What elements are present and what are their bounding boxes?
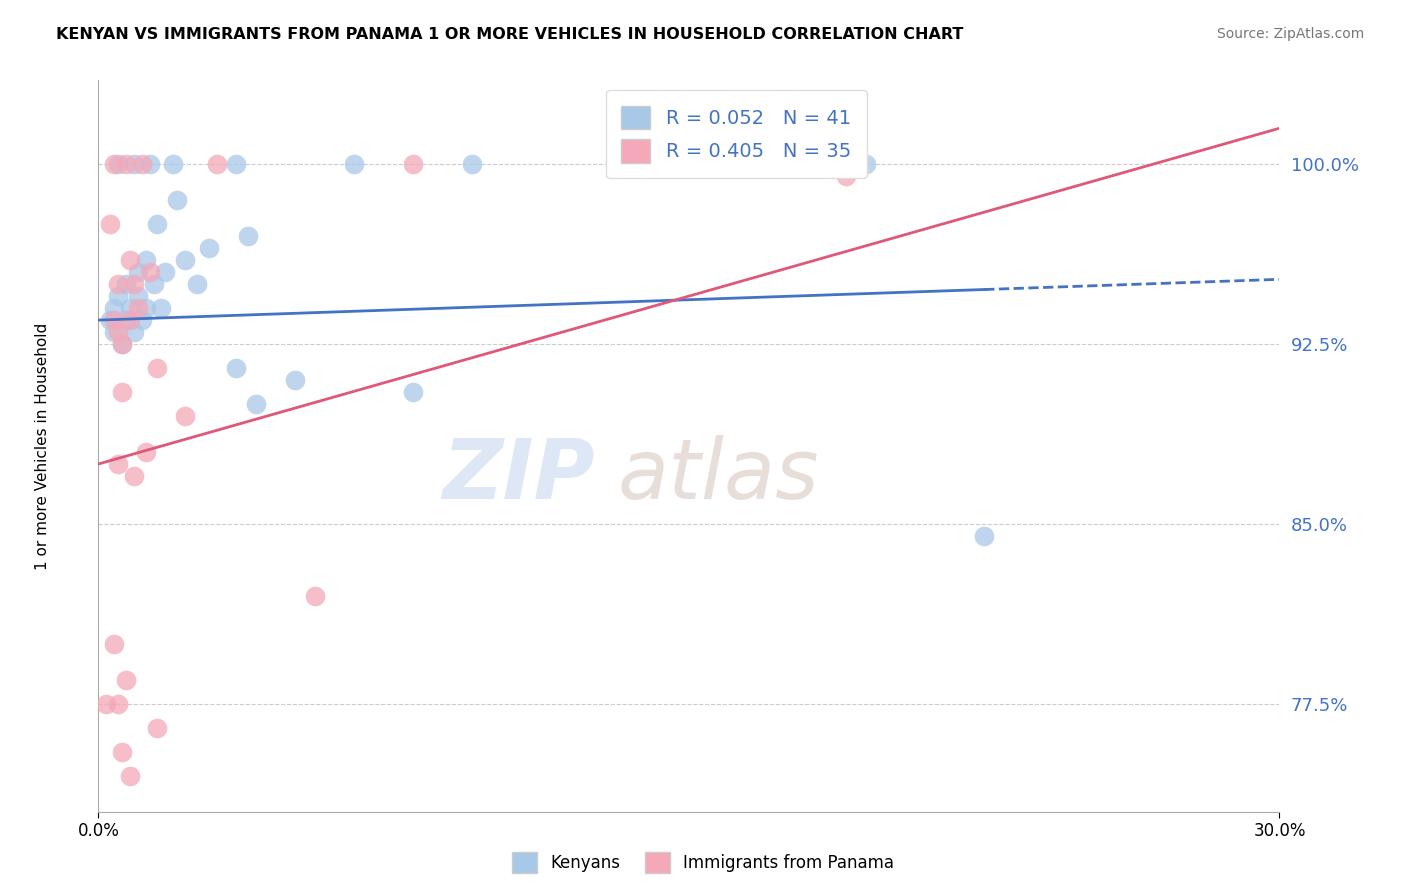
Legend: Kenyans, Immigrants from Panama: Kenyans, Immigrants from Panama [505,846,901,880]
Point [461,157,484,171]
Point [304,589,326,603]
Point [98,313,121,327]
Point [245,397,267,411]
Point [103,637,125,651]
Point [146,721,169,735]
Point [103,157,125,171]
Legend: R = 0.052   N = 41, R = 0.405   N = 35: R = 0.052 N = 41, R = 0.405 N = 35 [606,90,866,178]
Point [155,265,177,279]
Point [103,301,125,315]
Text: atlas: atlas [619,434,820,516]
Point [855,157,877,171]
Point [118,313,141,327]
Point [174,253,197,268]
Point [973,529,995,543]
Point [107,457,129,471]
Point [107,697,129,711]
Point [118,301,141,315]
Text: 1 or more Vehicles in Household: 1 or more Vehicles in Household [35,322,49,570]
Point [131,313,153,327]
Point [122,157,145,171]
Point [127,265,149,279]
Point [107,325,129,339]
Text: KENYAN VS IMMIGRANTS FROM PANAMA 1 OR MORE VEHICLES IN HOUSEHOLD CORRELATION CHA: KENYAN VS IMMIGRANTS FROM PANAMA 1 OR MO… [56,27,963,42]
Point [107,277,129,292]
Point [111,745,134,759]
Point [98,217,121,231]
Point [402,157,425,171]
Point [225,157,247,171]
Point [236,229,259,244]
Point [111,337,134,351]
Point [122,325,145,339]
Point [107,289,129,303]
Point [115,673,138,687]
Point [146,361,169,376]
Point [118,253,141,268]
Point [835,169,858,184]
Text: Source: ZipAtlas.com: Source: ZipAtlas.com [1216,27,1364,41]
Point [402,385,425,400]
Point [96,697,118,711]
Point [115,277,138,292]
Point [135,301,157,315]
Point [111,385,134,400]
Point [284,373,307,387]
Point [186,277,208,292]
Point [166,193,188,207]
Point [146,217,169,231]
Point [135,445,157,459]
Point [197,241,219,255]
Point [142,277,165,292]
Point [107,157,129,171]
Point [111,337,134,351]
Point [150,301,173,315]
Point [115,157,138,171]
Point [118,769,141,783]
Point [103,325,125,339]
Point [115,313,138,327]
Point [162,157,184,171]
Point [131,157,153,171]
Point [205,157,228,171]
Point [103,313,125,327]
Point [174,409,197,423]
Point [135,253,157,268]
Point [138,157,160,171]
Point [138,265,160,279]
Point [127,301,149,315]
Text: ZIP: ZIP [441,434,595,516]
Point [122,277,145,292]
Point [225,361,247,376]
Point [127,289,149,303]
Point [122,469,145,483]
Point [343,157,366,171]
